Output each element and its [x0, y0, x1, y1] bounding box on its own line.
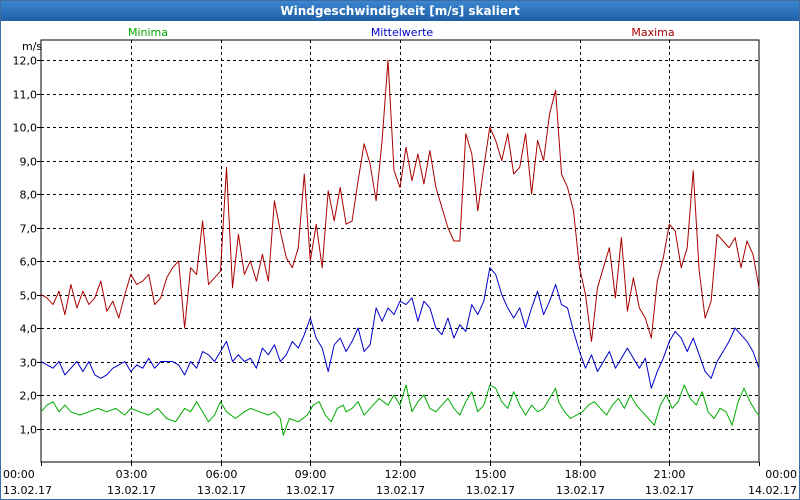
series-lines: [40, 59, 760, 436]
x-tick-time-4: 12:00: [385, 468, 417, 481]
axis-labels: 1,0 2,0 3,0 4,0 5,0 6,0 7,0 8,0 9,0 10,0 11,0 12,0 0…: [3, 55, 797, 498]
x-tick-time-6: 18:00: [565, 468, 597, 481]
y-axis-label: m/s: [22, 40, 42, 53]
x-tick-date-8: 14.02.17: [748, 484, 797, 497]
y-tick-label-6: 7,0: [20, 223, 38, 236]
y-tick-label-9: 10,0: [13, 122, 38, 135]
x-tick-date-2: 13.02.17: [197, 484, 246, 497]
x-tick-time-0: 00:00: [3, 468, 35, 481]
legend-item-maxima: Maxima: [631, 26, 674, 39]
window-title: Windgeschwindigkeit [m/s] skaliert: [1, 1, 799, 21]
y-tick-label-7: 8,0: [20, 189, 38, 202]
y-tick-label-2: 3,0: [20, 357, 38, 370]
x-tick-date-4: 13.02.17: [376, 484, 425, 497]
y-tick-label-0: 1,0: [20, 424, 38, 437]
x-tick-date-0: 13.02.17: [3, 484, 52, 497]
y-tick-label-10: 11,0: [13, 89, 38, 102]
y-tick-label-1: 2,0: [20, 390, 38, 403]
x-tick-date-3: 13.02.17: [286, 484, 335, 497]
series-line-mittelwerte: [40, 267, 760, 389]
y-tick-label-8: 9,0: [20, 156, 38, 169]
x-tick-date-7: 13.02.17: [645, 484, 694, 497]
y-tick-label-3: 4,0: [20, 323, 38, 336]
x-tick-date-1: 13.02.17: [107, 484, 156, 497]
y-tick-label-5: 6,0: [20, 256, 38, 269]
series-line-minima: [40, 384, 760, 436]
x-tick-time-2: 06:00: [206, 468, 238, 481]
x-tick-date-5: 13.02.17: [466, 484, 515, 497]
x-tick-time-8: 00:00: [765, 468, 797, 481]
chart-plot: 1,0 2,0 3,0 4,0 5,0 6,0 7,0 8,0 9,0 10,0 11,0 12,0 0…: [3, 26, 797, 498]
x-tick-date-6: 13.02.17: [556, 484, 605, 497]
x-tick-time-5: 15:00: [475, 468, 507, 481]
y-tick-label-11: 12,0: [13, 55, 38, 68]
x-tick-time-7: 21:00: [654, 468, 686, 481]
x-tick-time-1: 03:00: [116, 468, 148, 481]
legend-item-minima: Minima: [128, 26, 168, 39]
legend-item-mittelwerte: Mittelwerte: [371, 26, 434, 39]
legend: Minima Mittelwerte Maxima: [128, 26, 675, 39]
series-line-maxima: [40, 59, 760, 342]
x-tick-time-3: 09:00: [295, 468, 327, 481]
y-tick-label-4: 5,0: [20, 290, 38, 303]
